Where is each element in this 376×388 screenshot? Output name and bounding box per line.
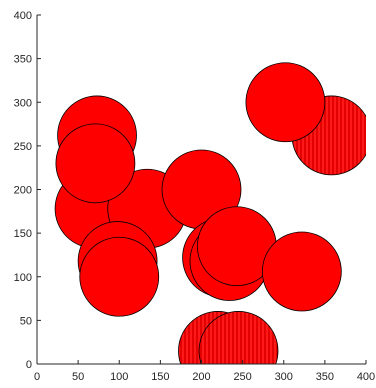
y-tick-label: 350 — [14, 54, 32, 66]
x-tick-label: 250 — [233, 371, 251, 383]
y-tick-label: 150 — [14, 228, 32, 240]
x-tick-label: 150 — [151, 371, 169, 383]
axes: 0 50 100 150 200 250 300 350 400 0 50 100 150 200 250 3… — [14, 10, 376, 383]
x-tick-label: 200 — [192, 371, 210, 383]
x-tick-label: 400 — [357, 371, 375, 383]
x-tick-label: 100 — [110, 371, 128, 383]
data-point-1 — [245, 62, 326, 143]
y-tick-label: 100 — [14, 272, 32, 284]
y-tick-label: 400 — [14, 10, 32, 22]
marker-layer — [54, 62, 366, 364]
data-point-7 — [79, 236, 160, 317]
data-point-5 — [55, 123, 136, 204]
y-tick-label: 200 — [14, 185, 32, 197]
x-tick-label: 350 — [316, 371, 334, 383]
data-point-12 — [261, 231, 342, 312]
y-tick-label: 50 — [20, 315, 32, 327]
x-tick-label: 300 — [275, 371, 293, 383]
data-point-14 — [198, 311, 279, 364]
y-tick-label: 300 — [14, 97, 32, 109]
y-tick-label: 250 — [14, 141, 32, 153]
y-tick-label: 0 — [26, 359, 32, 371]
x-tick-label: 50 — [72, 371, 84, 383]
x-tick-label: 0 — [34, 371, 40, 383]
